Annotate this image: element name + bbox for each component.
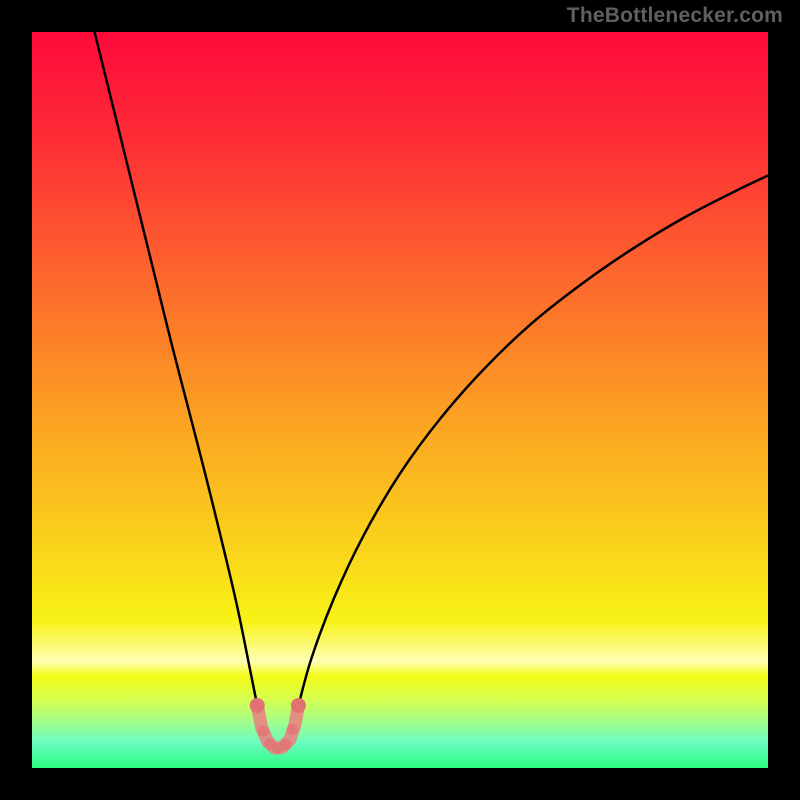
valley-dot-mid-1 [258,726,269,737]
valley-dot-1 [250,698,265,713]
valley-dot-mid-5 [287,724,298,735]
plot-background [32,32,768,768]
bottleneck-chart [0,0,800,800]
valley-dot-mid-4 [280,739,291,750]
valley-dot-2 [291,698,306,713]
